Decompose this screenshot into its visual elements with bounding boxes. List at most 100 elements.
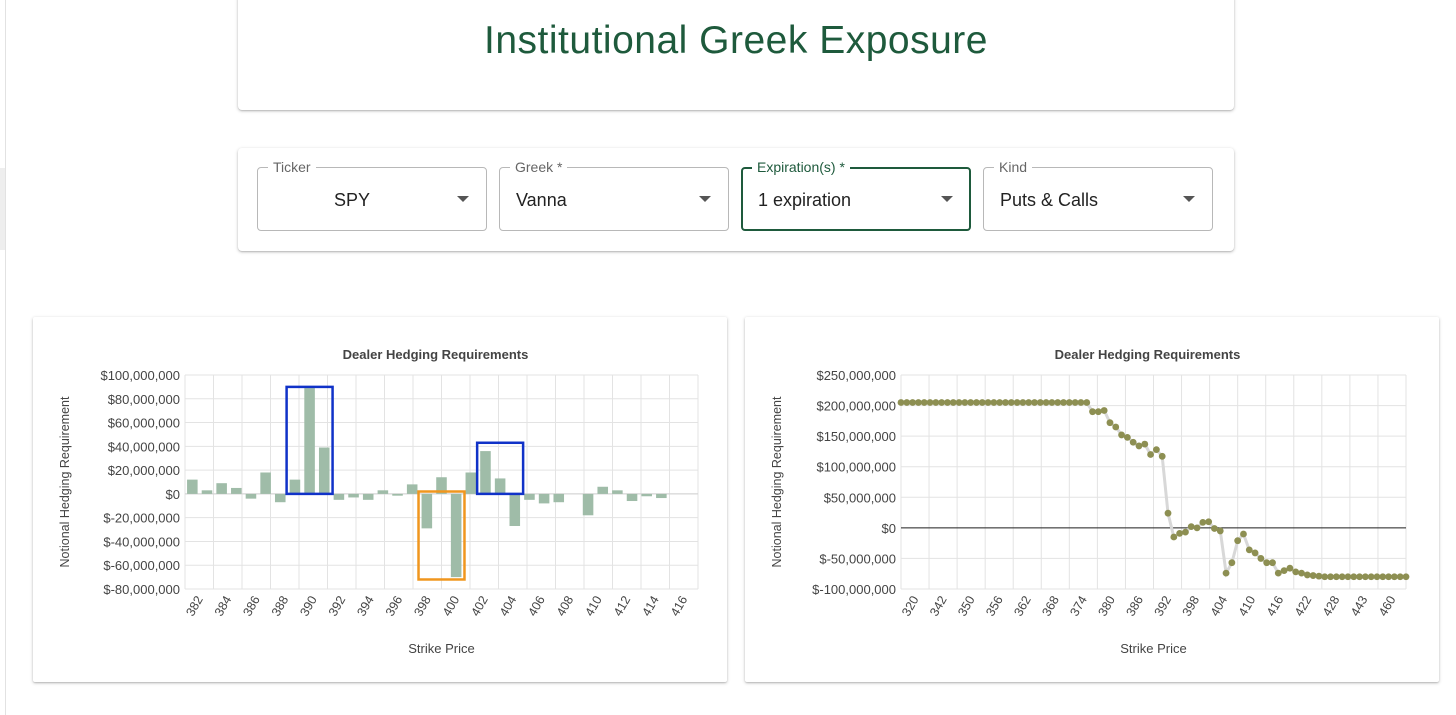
ticker-value: SPY [333,190,371,210]
y-axis-label: Notional Hedging Requirement [58,396,72,567]
bar [656,493,667,499]
scatter-chart-card: Dealer Hedging Requirements $250,000,000 $… [745,317,1439,682]
data-point [1367,573,1375,581]
x-tick-label: 404 [497,593,520,618]
bar [421,493,433,529]
chevron-down-icon[interactable] [941,196,953,202]
x-axis-label: Strike Price [1120,641,1186,656]
data-point [973,399,980,406]
y-tick-label: $250,000,000 [816,368,896,383]
data-point [1118,431,1125,439]
x-tick-label: 384 [212,593,235,618]
data-point [1089,408,1096,416]
bar [289,479,301,494]
data-point [1187,523,1195,531]
data-point [1164,509,1172,517]
chevron-down-icon[interactable] [1183,196,1195,202]
data-point [1199,518,1207,526]
chart-title: Dealer Hedging Requirements [1055,347,1241,362]
bar [641,493,652,497]
chevron-down-icon[interactable] [699,196,711,202]
y-tick-label: $-20,000,000 [103,511,180,526]
bar [509,493,521,526]
filter-panel: Ticker SPY Greek * Vanna Expiration(s) *… [238,148,1234,251]
x-tick-label: 320 [899,593,922,618]
data-point [984,399,992,406]
data-point [1222,569,1230,577]
data-point [1402,573,1410,581]
bar [245,493,257,499]
data-point [1147,451,1154,458]
data-point [1083,399,1091,406]
expiration-value: 1 expiration [758,190,852,210]
bar [538,493,550,504]
y-tick-label: $-100,000,000 [812,582,896,597]
data-point [1071,399,1079,406]
y-tick-label: $0 [882,521,896,536]
data-point [1298,569,1305,577]
x-tick-label: 380 [1095,593,1118,618]
y-tick-label: $20,000,000 [108,463,180,478]
data-point [1100,407,1108,414]
data-point [1170,533,1178,541]
y-tick-label: $200,000,000 [816,399,896,414]
bar-chart: Dealer Hedging Requirements $100,000,000 $… [58,347,699,656]
x-tick-label: 374 [1067,593,1090,618]
x-tick-label: 410 [1236,593,1259,618]
data-point [1385,573,1392,581]
bar [524,493,535,500]
bar [626,493,638,502]
data-point [1036,399,1044,406]
x-tick-label: 368 [1039,593,1062,618]
data-point [1007,399,1015,406]
ticker-select[interactable]: Ticker SPY [257,158,487,231]
x-tick-label: 398 [411,593,434,618]
data-point [1216,527,1224,535]
y-tick-label: $40,000,000 [108,439,180,454]
y-axis-label: Notional Hedging Requirement [770,396,784,567]
greek-select[interactable]: Greek * Vanna [499,158,729,231]
kind-value: Puts & Calls [1000,190,1099,210]
bar [348,493,359,498]
x-tick-label: 398 [1180,593,1203,618]
bar [260,472,271,494]
data-point [1263,559,1271,567]
x-tick-label: 410 [582,593,605,618]
bar [553,493,565,503]
data-point [903,399,911,406]
bar [392,493,403,496]
data-point [1269,559,1276,567]
data-point [1274,569,1282,577]
chevron-down-icon[interactable] [457,196,469,202]
data-point [955,399,963,406]
x-tick-label: 460 [1376,593,1399,618]
data-point [1129,438,1137,446]
expiration-select[interactable]: Expiration(s) * 1 expiration [741,158,971,231]
x-tick-label: 362 [1011,593,1034,618]
data-point [996,399,1004,406]
data-point [1245,546,1253,554]
data-point [1031,399,1038,406]
x-tick-label: 392 [326,593,349,618]
data-point [1135,442,1143,450]
x-tick-label: 412 [611,593,634,618]
x-tick-label: 400 [440,593,463,618]
y-tick-label: $150,000,000 [816,429,896,444]
x-tick-label: 416 [668,593,691,618]
x-tick-label: 386 [1124,593,1147,618]
kind-select[interactable]: Kind Puts & Calls [983,158,1213,231]
data-point [1054,399,1062,406]
bar [318,447,330,494]
x-tick-label: 356 [983,593,1006,618]
data-point [1158,452,1166,460]
data-point [967,399,975,406]
data-point [1309,572,1317,579]
bar [406,484,418,494]
data-point [897,399,905,406]
expiration-label: Expiration(s) * [752,158,850,176]
data-point [915,399,922,406]
bar [494,478,506,494]
x-tick-label: 406 [525,593,548,618]
highlight-box [417,490,466,581]
x-tick-label: 408 [554,593,577,618]
